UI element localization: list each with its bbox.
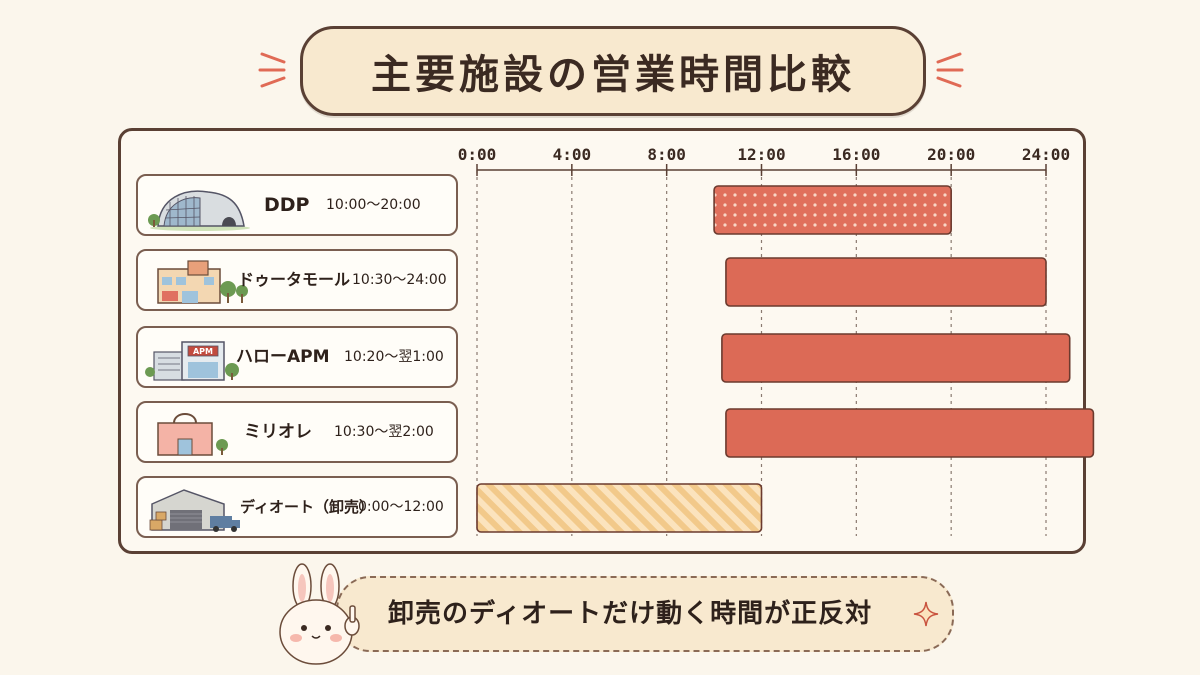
apm-building-icon: APM (145, 341, 239, 381)
banner-message: 卸売のディオートだけ動く時間が正反対 (388, 599, 873, 629)
facility-name: ドゥータモール (238, 270, 351, 289)
facility-hours: 0:00〜12:00 (358, 499, 444, 515)
bar-4 (476, 483, 763, 533)
mall-building-icon (157, 260, 248, 304)
bottom-banner: 卸売のディオートだけ動く時間が正反対 (336, 576, 954, 652)
x-tick-label: 20:00 (927, 145, 975, 164)
sparkle-icon (913, 601, 939, 627)
warehouse-icon (149, 489, 240, 532)
x-axis: 0:00 4:00 8:00 12:00 16:00 20:00 24:00 (458, 145, 1070, 176)
x-tick-label: 16:00 (832, 145, 880, 164)
x-tick-label: 8:00 (647, 145, 686, 164)
bunny-icon (279, 563, 360, 665)
facility-name: ハローAPM (236, 347, 330, 367)
x-tick-label: 4:00 (553, 145, 592, 164)
right-spark-icon (936, 52, 964, 88)
facility-name: ミリオレ (244, 422, 312, 442)
shopping-bag-building-icon (157, 413, 228, 456)
facility-card-doota-mall: ドゥータモール 10:30〜24:00 (136, 249, 458, 311)
ddp-building-icon (148, 190, 250, 231)
facility-card-migliore: ミリオレ 10:30〜翌2:00 (136, 401, 458, 463)
facility-name: ディオート（卸売） (240, 498, 374, 516)
apm-sign: APM (193, 347, 213, 356)
facility-hours: 10:30〜翌2:00 (334, 424, 434, 440)
x-tick-label: 12:00 (737, 145, 785, 164)
x-tick-label: 0:00 (458, 145, 497, 164)
facility-card-hello-apm: APM ハローAPM 10:20〜翌1:00 (136, 326, 458, 388)
bar-1 (725, 257, 1047, 307)
bars (476, 185, 1095, 533)
chart-title: 主要施設の営業時間比較 (371, 52, 855, 98)
bar-2 (721, 333, 1071, 383)
facility-card-diauto: ディオート（卸売） 0:00〜12:00 (136, 476, 458, 538)
facility-hours: 10:30〜24:00 (352, 272, 447, 288)
bar-3 (725, 408, 1095, 458)
left-spark-icon (258, 52, 286, 88)
facility-hours: 10:00〜20:00 (326, 197, 421, 213)
x-tick-label: 24:00 (1022, 145, 1070, 164)
facility-hours: 10:20〜翌1:00 (344, 349, 444, 365)
facility-name: DDP (264, 194, 310, 216)
facility-card-ddp: DDP 10:00〜20:00 (136, 174, 458, 236)
title-banner: 主要施設の営業時間比較 (300, 26, 926, 116)
bar-0 (713, 185, 952, 235)
